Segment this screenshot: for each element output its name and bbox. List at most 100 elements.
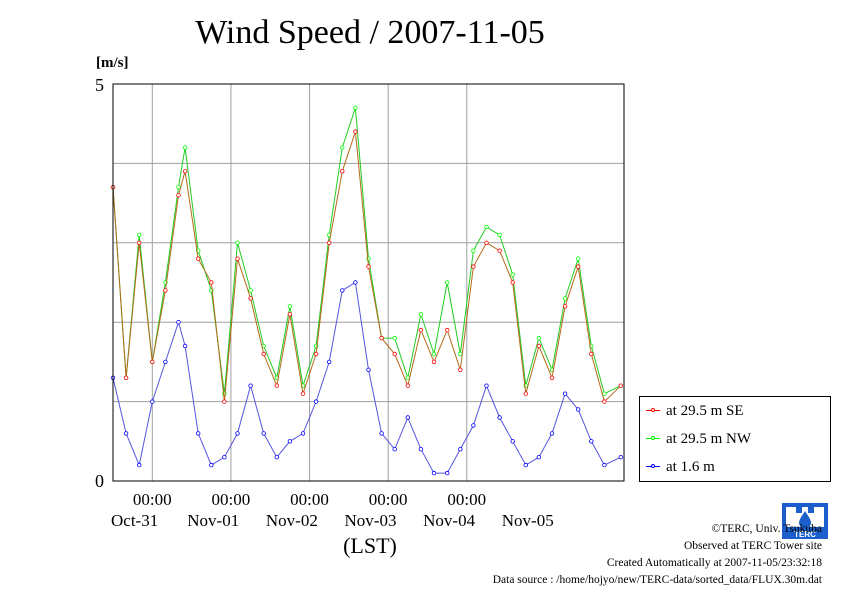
x-date-label: Nov-03 [344,511,397,530]
data-point [549,375,555,380]
x-time-label: 00:00 [290,490,329,509]
data-point [366,264,371,269]
series-layer [110,105,623,476]
data-point [353,105,358,110]
data-point [536,335,542,341]
data-point [235,256,240,261]
data-point [484,240,489,245]
data-point [510,439,515,444]
data-point [209,280,214,285]
data-point [562,304,568,309]
footer-source: Data source : /home/hojyo/new/TERC-data/… [492,574,822,586]
legend-label-se: at 29.5 m SE [666,402,744,419]
data-point [484,383,489,388]
data-point [431,470,437,476]
data-point [248,383,253,388]
data-point [300,431,306,436]
data-point [484,224,489,230]
data-point [405,415,410,420]
data-point [176,184,181,190]
data-point [136,232,142,238]
data-point [340,145,345,150]
series-line [112,131,622,403]
legend-label-1-6m: at 1.6 m [666,458,715,475]
data-point [392,335,397,341]
legend-label-nw: at 29.5 m NW [666,430,751,447]
series-line [112,107,622,395]
data-point [340,169,345,174]
data-point [209,462,214,468]
data-point [510,280,515,285]
data-point [182,343,188,349]
data-point [274,383,279,388]
data-point [536,455,542,460]
data-point [136,462,142,468]
footer-created: Created Automatically at 2007-11-05/23:3… [606,557,822,569]
data-point [523,462,528,468]
terc-logo-icon: TERC [782,503,828,539]
data-point [176,192,181,198]
data-point [366,367,371,372]
data-point [182,145,188,150]
plot-frame [112,83,625,482]
data-point [549,431,555,436]
data-point [195,256,201,261]
data-point [471,423,476,428]
data-point [618,455,623,460]
data-point [392,447,397,452]
data-point [471,264,476,269]
data-point [261,351,266,357]
data-point [445,327,450,333]
legend-item-nw: at 29.5 m NW [646,429,751,449]
data-point [248,296,253,301]
footer-observed: Observed at TERC Tower site [683,540,822,552]
x-time-label: 00:00 [368,490,408,509]
data-point [471,248,476,253]
x-date-label: Nov-05 [501,511,554,530]
data-point [136,240,142,245]
y-tick-label: 5 [95,75,104,95]
series-0 [110,129,623,404]
data-point [445,470,450,476]
legend-item-1-6m: at 1.6 m [646,457,715,477]
data-point [195,431,201,436]
data-point [287,439,293,444]
data-point [222,399,227,404]
data-point [287,304,293,309]
y-axis-label: [m/s] [96,55,129,71]
data-point [163,359,168,365]
data-point [248,288,253,293]
data-point [123,431,129,436]
series-line [112,281,622,474]
data-point [618,383,623,388]
data-point [602,462,607,468]
footer-copyright: ©TERC, Univ. Tsukuba [711,523,822,535]
data-point [287,312,293,317]
data-point [536,343,542,349]
y-tick-label: 0 [95,471,104,491]
legend: at 29.5 m SE at 29.5 m NW at 1.6 m [639,396,831,482]
data-point [313,351,319,357]
data-point [235,431,240,436]
data-point [379,335,384,341]
data-point [523,391,528,396]
x-date-label: Nov-04 [423,511,476,530]
data-point [602,391,607,396]
x-date-label: Oct-31 [111,511,159,530]
data-point [313,399,319,404]
data-point [150,399,155,404]
data-point [235,240,240,245]
x-axis-label: (LST) [343,533,397,558]
x-time-label: 00:00 [447,490,487,509]
data-point [379,431,384,436]
data-point [497,415,502,420]
x-date-label: Nov-02 [265,511,318,530]
data-point [562,296,568,301]
data-point [589,351,594,357]
data-point [445,280,450,285]
data-point [353,280,358,285]
legend-swatch-nw [646,434,660,444]
data-point [150,359,155,365]
data-point [222,455,227,460]
